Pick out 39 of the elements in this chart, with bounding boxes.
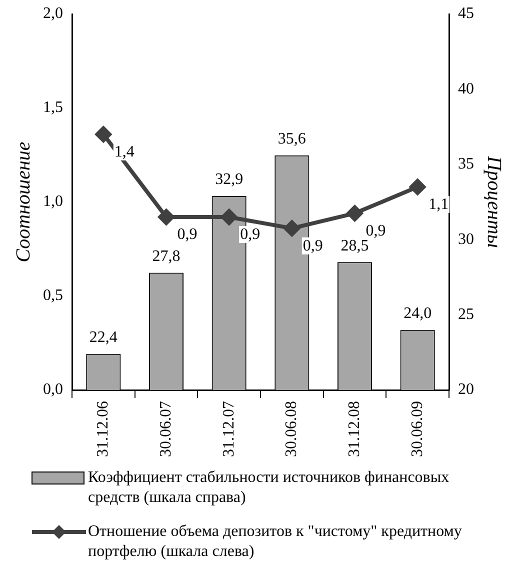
data-label: 0,9	[177, 226, 198, 244]
y-tick-label: 0,5	[43, 287, 63, 304]
legend-label: Коэффициент стабильности источников финансовых средств (шкала справа)	[88, 468, 450, 508]
x-tick-label: 31.12.07	[220, 401, 238, 457]
data-label: 27,8	[152, 248, 180, 265]
y2-tick-label: 45	[458, 5, 474, 22]
x-tick-label: 30.06.08	[283, 401, 300, 457]
y-tick-label: 2,0	[43, 5, 63, 22]
data-label: 24,0	[404, 305, 432, 322]
y2-tick-label: 25	[458, 306, 474, 324]
y2-tick-label: 20	[458, 381, 474, 398]
y-tick-label: 1,0	[43, 193, 63, 210]
y2-tick-label: 35	[458, 156, 474, 173]
y2-tick-label: 40	[458, 80, 474, 98]
x-tick-label: 30.06.07	[157, 401, 174, 457]
y-tick-label: 1,5	[43, 99, 63, 116]
legend-label: Отношение объема депозитов к "чистому" кредитному портфелю (шкала слева)	[88, 522, 463, 562]
x-tick-label: 31.12.06	[94, 401, 112, 457]
y2-axis-title: Проценты	[482, 155, 505, 248]
data-label: 0,9	[366, 222, 386, 240]
data-label: 1,4	[114, 144, 134, 161]
x-tick-label: 31.12.08	[346, 401, 363, 457]
data-label: 1,1	[428, 196, 449, 214]
y2-tick-label: 30	[458, 230, 474, 248]
data-label: 32,9	[215, 171, 244, 188]
data-label: 35,6	[278, 130, 306, 148]
point	[221, 209, 238, 226]
point	[284, 220, 300, 236]
y-tick-label: 0,0	[43, 381, 63, 398]
data-label: 0,9	[302, 238, 323, 255]
data-label: 22,4	[89, 329, 118, 346]
data-label: 0,9	[240, 226, 260, 244]
data-label: 28,5	[340, 237, 369, 254]
point	[95, 126, 112, 142]
point	[410, 178, 426, 195]
point	[158, 209, 174, 226]
x-tick-label: 30.06.09	[408, 401, 426, 457]
y-axis-title: Соотношение	[12, 142, 34, 262]
point	[346, 205, 363, 222]
